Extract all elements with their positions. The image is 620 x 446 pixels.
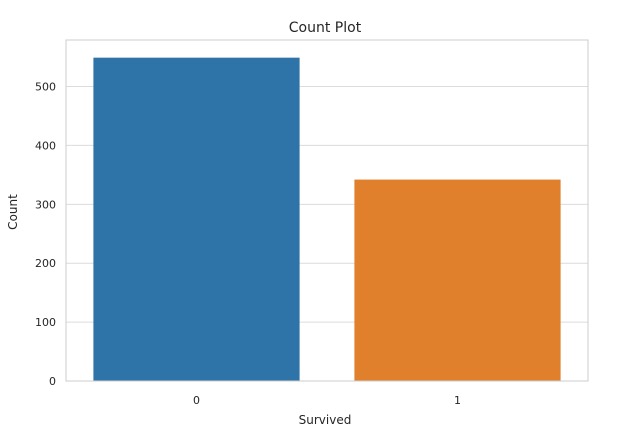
y-tick-label: 0 [49,375,56,388]
y-tick-labels: 0 100 200 300 400 500 [35,81,56,388]
chart-title: Count Plot [289,20,362,36]
x-tick-label: 1 [454,394,461,407]
y-axis-label: Count [6,194,20,230]
y-tick-label: 300 [35,198,56,211]
bar-1 [354,179,561,381]
plot-frame [65,39,589,382]
y-tick-label: 100 [35,316,56,329]
bars [93,57,561,381]
y-tick-label: 500 [35,81,56,94]
y-tick-label: 400 [35,139,56,152]
x-tick-label: 0 [193,394,200,407]
bar-0 [93,57,300,381]
y-tick-label: 200 [35,257,56,270]
x-axis-label: Survived [299,413,352,427]
